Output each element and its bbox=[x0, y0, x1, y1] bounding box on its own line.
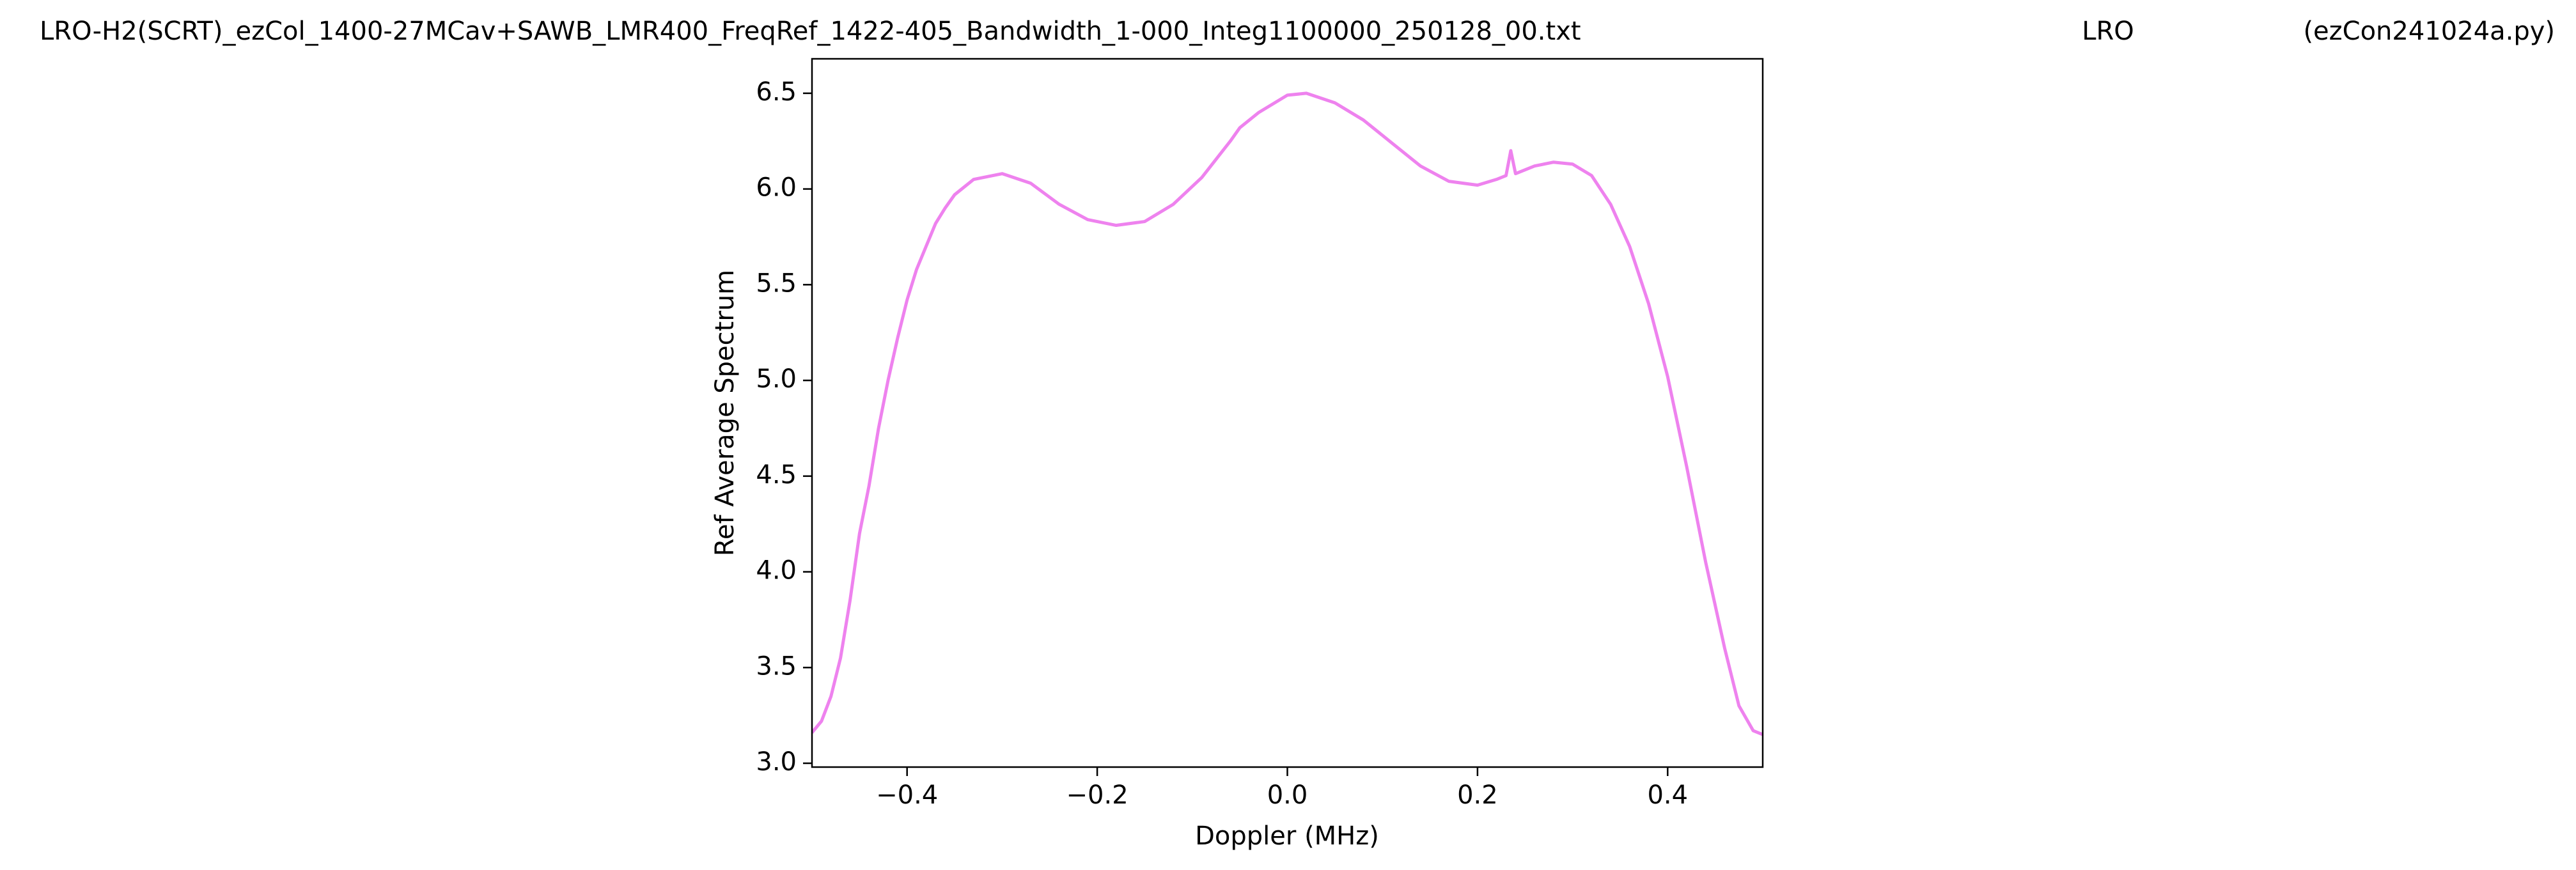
chart-title: LRO bbox=[2082, 17, 2134, 46]
data-line bbox=[812, 91, 1763, 736]
x-tick-label: −0.4 bbox=[876, 781, 938, 810]
y-axis-label: Ref Average Spectrum bbox=[710, 270, 740, 556]
y-tick-label: 6.0 bbox=[756, 173, 797, 203]
y-tick-label: 4.5 bbox=[756, 460, 797, 490]
x-tick-label: 0.2 bbox=[1457, 781, 1498, 810]
x-tick-label: −0.2 bbox=[1066, 781, 1128, 810]
y-tick-label: 6.5 bbox=[756, 77, 797, 107]
x-tick-label: 0.0 bbox=[1267, 781, 1308, 810]
y-tick-label: 3.5 bbox=[756, 651, 797, 681]
chart-title: (ezCon241024a.py) bbox=[2303, 17, 2555, 46]
x-tick-label: 0.4 bbox=[1647, 781, 1688, 810]
chart-title: LRO-H2(SCRT)_ezCol_1400-27MCav+SAWB_LMR4… bbox=[40, 17, 1581, 46]
plot-frame bbox=[811, 58, 1764, 768]
y-tick-label: 5.5 bbox=[756, 268, 797, 298]
y-tick-label: 5.0 bbox=[756, 364, 797, 394]
y-tick-label: 4.0 bbox=[756, 556, 797, 586]
y-tick-label: 3.0 bbox=[756, 747, 797, 777]
x-axis-label: Doppler (MHz) bbox=[1195, 821, 1379, 851]
